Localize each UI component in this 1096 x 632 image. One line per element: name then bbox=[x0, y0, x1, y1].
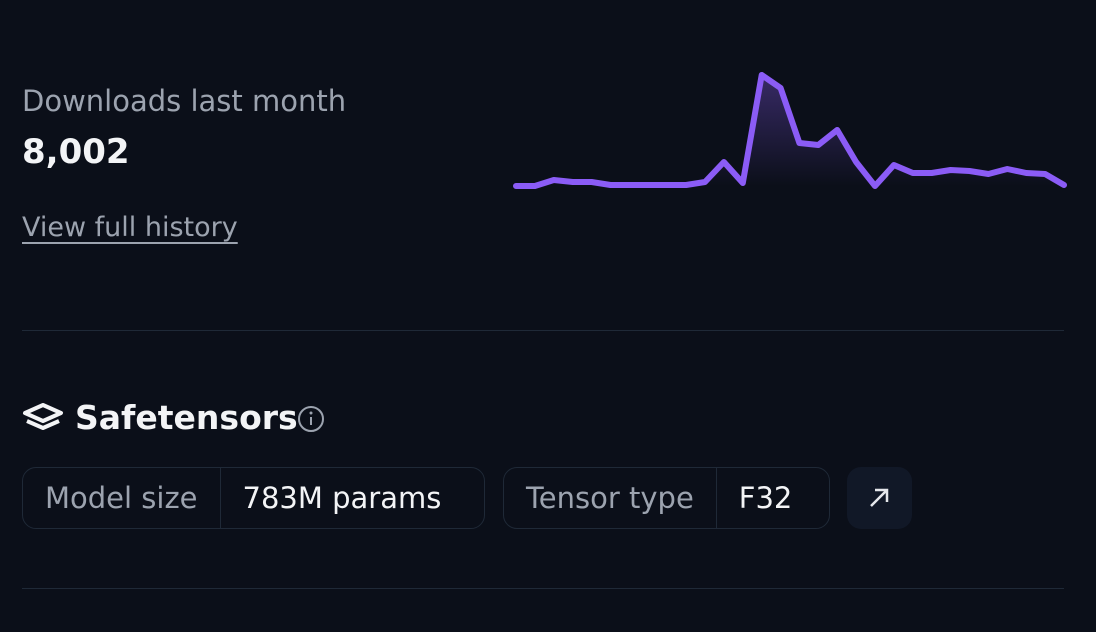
downloads-count: 8,002 bbox=[22, 132, 130, 172]
layers-icon bbox=[23, 403, 63, 430]
open-button[interactable] bbox=[847, 467, 912, 529]
pill-label: Tensor type bbox=[504, 468, 717, 528]
pill: Tensor type F32 bbox=[503, 467, 830, 529]
pill-value: 783M params bbox=[242, 481, 442, 515]
divider bbox=[22, 330, 1064, 331]
arrow-icon bbox=[870, 488, 889, 507]
history-link[interactable]: View full history bbox=[22, 212, 238, 243]
safetensors-title: Safetensors bbox=[75, 398, 298, 437]
pill: Model size 783M params bbox=[22, 467, 485, 529]
sparkline-line bbox=[513, 72, 1067, 189]
pill-value: F32 bbox=[738, 481, 793, 515]
sparkline-area bbox=[516, 75, 1064, 186]
sparkline bbox=[513, 72, 1067, 189]
pill-label: Model size bbox=[23, 468, 221, 528]
divider bbox=[22, 588, 1064, 589]
info-icon[interactable] bbox=[296, 404, 326, 434]
downloads-label: Downloads last month bbox=[22, 84, 347, 118]
